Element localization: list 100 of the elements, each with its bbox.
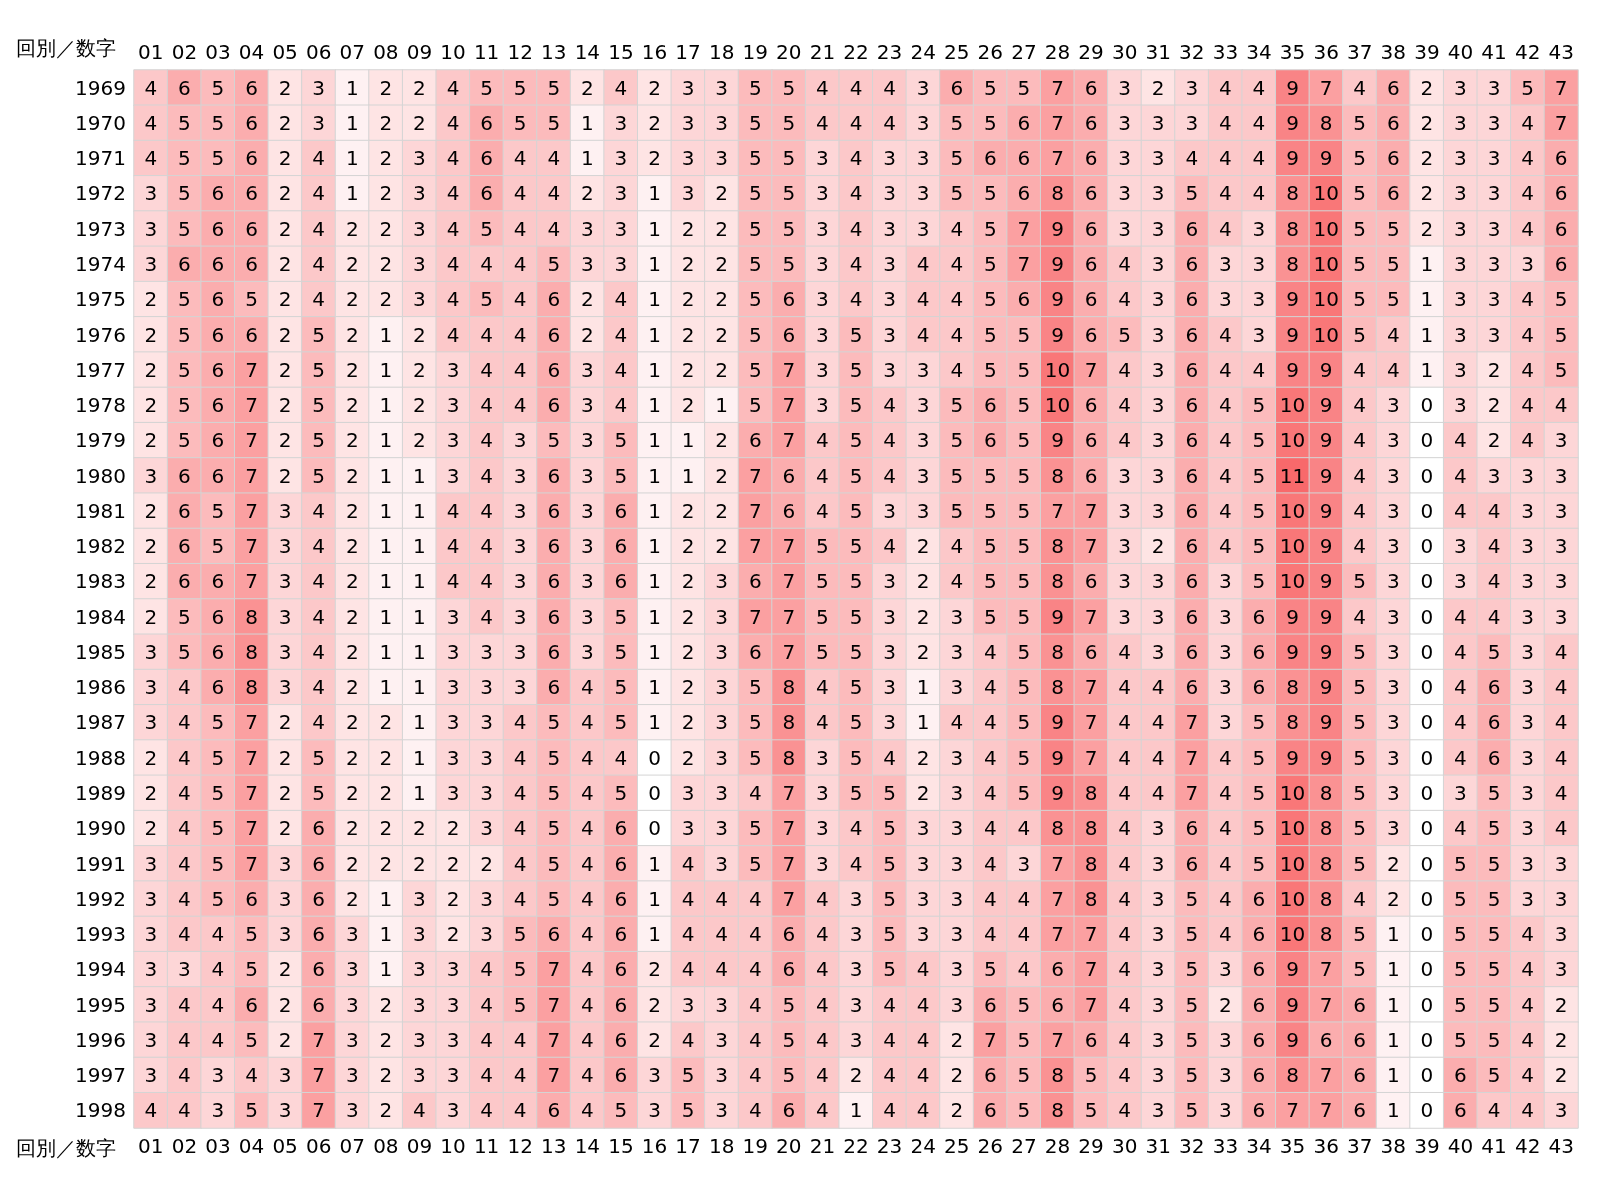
category-label: 32 xyxy=(1179,40,1205,64)
data-label: 2 xyxy=(580,75,594,100)
data-label: 6 xyxy=(1185,604,1199,629)
data-label: 6 xyxy=(547,569,561,594)
data-label: 2 xyxy=(278,780,292,805)
data-label: 5 xyxy=(1487,992,1501,1017)
x-tick-label: 39 xyxy=(1414,1134,1440,1158)
data-label: 2 xyxy=(278,992,292,1017)
data-label: 6 xyxy=(211,393,225,418)
data-label: 2 xyxy=(278,393,292,418)
data-label: 1 xyxy=(379,534,393,559)
data-label: 4 xyxy=(715,957,729,982)
data-label: 5 xyxy=(983,287,997,312)
x-tick-label: 08 xyxy=(373,1134,399,1158)
data-label: 4 xyxy=(1521,110,1534,135)
data-label: 4 xyxy=(950,569,964,594)
data-label: 2 xyxy=(278,463,292,488)
data-label: 4 xyxy=(580,992,594,1017)
data-label: 9 xyxy=(1319,675,1333,700)
data-label: 4 xyxy=(446,534,460,559)
data-label: 3 xyxy=(1151,1063,1165,1088)
data-label: 2 xyxy=(950,1063,964,1088)
data-label: 4 xyxy=(480,428,493,453)
data-label: 7 xyxy=(748,604,762,629)
data-label: 5 xyxy=(245,1098,258,1123)
data-label: 0 xyxy=(1420,816,1434,841)
y-tick-label: 1977 xyxy=(75,357,126,382)
data-label: 4 xyxy=(580,675,594,700)
data-label: 3 xyxy=(715,1063,729,1088)
data-label: 3 xyxy=(1386,675,1400,700)
data-label: 4 xyxy=(681,922,695,947)
data-label: 3 xyxy=(446,675,460,700)
data-label: 2 xyxy=(144,604,158,629)
data-label: 3 xyxy=(883,322,896,347)
data-label: 4 xyxy=(748,1027,762,1052)
data-label: 2 xyxy=(916,569,930,594)
data-label: 11 xyxy=(1279,463,1306,488)
data-label: 4 xyxy=(1219,534,1232,559)
data-label: 3 xyxy=(144,181,158,206)
data-label: 2 xyxy=(144,816,158,841)
data-label: 5 xyxy=(681,1098,695,1123)
y-tick-label: 1987 xyxy=(75,710,126,735)
x-tick-label: 37 xyxy=(1346,1134,1373,1158)
data-label: 3 xyxy=(1487,322,1501,347)
data-label: 4 xyxy=(816,957,829,982)
data-label: 7 xyxy=(1319,957,1333,982)
data-label: 3 xyxy=(1521,886,1534,911)
data-label: 2 xyxy=(916,534,930,559)
data-label: 3 xyxy=(144,463,158,488)
data-label: 3 xyxy=(1454,780,1467,805)
data-label: 3 xyxy=(816,216,829,241)
data-label: 5 xyxy=(1185,1063,1199,1088)
x-tick-label: 28 xyxy=(1044,1134,1071,1158)
data-label: 1 xyxy=(1420,357,1434,382)
data-label: 7 xyxy=(782,816,796,841)
data-label: 4 xyxy=(715,886,729,911)
data-label: 5 xyxy=(782,992,796,1017)
data-label: 4 xyxy=(1017,957,1031,982)
data-label: 3 xyxy=(278,886,292,911)
data-label: 3 xyxy=(1521,534,1534,559)
data-label: 3 xyxy=(580,428,594,453)
data-label: 4 xyxy=(312,639,326,664)
data-label: 2 xyxy=(278,957,292,982)
data-label: 4 xyxy=(983,780,997,805)
data-label: 3 xyxy=(278,675,292,700)
data-label: 4 xyxy=(1219,886,1232,911)
data-label: 4 xyxy=(849,146,863,171)
data-label: 4 xyxy=(178,745,191,770)
x-tick-label: 15 xyxy=(608,1134,634,1158)
data-label: 2 xyxy=(1487,393,1501,418)
data-label: 3 xyxy=(144,639,158,664)
data-label: 4 xyxy=(983,745,997,770)
data-label: 3 xyxy=(916,428,930,453)
data-label: 9 xyxy=(1051,251,1064,276)
data-label: 6 xyxy=(1084,75,1098,100)
data-label: 3 xyxy=(1151,393,1165,418)
data-label: 5 xyxy=(1353,639,1367,664)
data-label: 6 xyxy=(1554,251,1568,276)
data-label: 0 xyxy=(648,745,661,770)
data-label: 1 xyxy=(1386,1063,1400,1088)
data-label: 9 xyxy=(1319,463,1333,488)
data-label: 3 xyxy=(446,639,460,664)
data-label: 5 xyxy=(1252,745,1266,770)
data-label: 4 xyxy=(480,251,493,276)
data-label: 5 xyxy=(748,146,762,171)
data-label: 1 xyxy=(648,357,661,382)
data-label: 5 xyxy=(748,675,762,700)
data-label: 1 xyxy=(379,357,393,382)
data-label: 3 xyxy=(715,75,729,100)
data-label: 4 xyxy=(1219,816,1232,841)
data-label: 3 xyxy=(1118,146,1132,171)
data-label: 4 xyxy=(816,463,829,488)
category-label: 18 xyxy=(708,40,735,64)
data-label: 4 xyxy=(178,780,191,805)
data-label: 4 xyxy=(916,992,930,1017)
data-label: 4 xyxy=(1353,498,1367,523)
data-label: 5 xyxy=(1454,886,1467,911)
data-label: 9 xyxy=(1286,639,1299,664)
data-label: 3 xyxy=(513,604,527,629)
data-label: 6 xyxy=(1252,957,1266,982)
